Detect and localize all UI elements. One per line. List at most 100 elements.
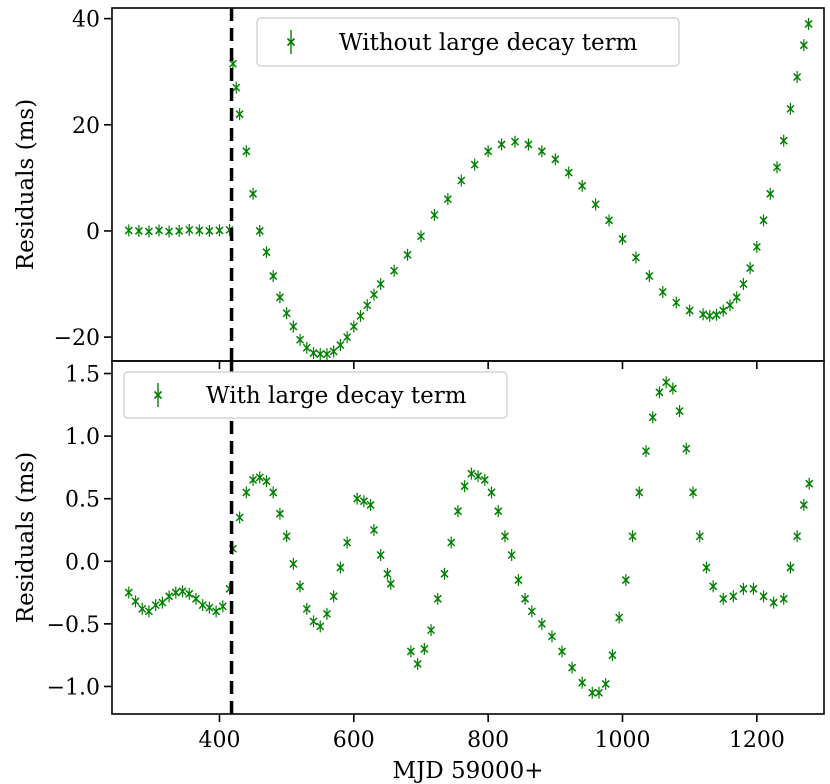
data-point [470,158,479,171]
data-point [460,480,469,493]
data-point [185,587,194,600]
data-point [416,230,426,243]
data-point [645,270,654,283]
data-point [262,246,271,259]
data-point [759,590,768,603]
data-point [195,224,204,237]
y-axis-label: Residuals (ms) [13,99,39,270]
data-point [131,595,140,608]
data-point [786,561,795,574]
data-point [198,599,207,612]
data-point [302,341,311,354]
series-points [124,376,814,699]
data-point [296,580,305,593]
data-point [269,486,278,499]
data-point [719,592,728,605]
data-point [487,486,496,499]
data-point [709,580,718,593]
plot-frame [111,360,825,715]
data-point [655,386,664,399]
data-point [275,507,284,520]
data-point [138,602,147,615]
data-point [558,645,567,658]
data-point [218,600,227,613]
data-point [413,657,422,670]
data-point [356,309,365,322]
data-point [390,264,399,277]
data-point [628,530,637,543]
data-point [507,549,516,562]
data-point [134,224,143,237]
data-point [249,473,258,486]
data-point [359,495,368,508]
data-point [695,530,704,543]
data-point [510,135,520,148]
legend-marker [153,383,163,407]
data-point [799,498,808,511]
data-point [804,17,813,30]
data-point [433,592,442,605]
data-point [275,291,284,304]
data-point [191,592,200,605]
data-point [591,198,600,211]
data-point [793,71,802,84]
data-point [322,348,331,361]
data-point [537,617,546,630]
data-point [343,536,352,549]
data-point [175,224,184,237]
data-point [658,285,667,298]
data-point [349,320,358,333]
data-point [386,577,395,590]
data-point [316,348,325,361]
y-tick-label: 0.0 [65,550,100,575]
data-point [779,134,788,147]
y-tick-label: 0.5 [65,488,100,513]
data-point [551,153,560,166]
data-point [500,530,509,543]
data-point [772,161,782,174]
data-point [688,486,698,499]
data-point [805,477,814,490]
x-tick-label: 600 [333,728,375,753]
data-point [329,590,338,603]
data-point [631,251,640,264]
data-point [799,39,808,52]
data-point [749,582,758,595]
data-point [729,590,738,603]
data-point [527,605,536,618]
data-point [242,145,251,158]
data-point [759,214,768,227]
data-point [430,209,439,222]
data-point [322,607,331,620]
data-point [144,225,153,238]
data-point [578,179,587,192]
data-point [205,601,214,614]
legend-box [123,371,508,419]
data-point [621,574,630,587]
data-point [605,214,614,227]
data-point [641,445,651,458]
data-point [739,278,748,291]
data-point [144,605,153,618]
data-point [165,590,174,603]
data-point [185,223,194,236]
legend-marker [286,30,296,54]
data-point [215,224,224,237]
data-point [752,240,761,253]
data-point [588,686,597,699]
data-point [524,138,533,151]
data-point [668,382,677,395]
data-point [601,677,610,690]
x-tick-label: 400 [198,728,240,753]
panel-2: −1.0 −0.5 0.0 0.5 1.0 1.5 400 600 800 1000 1200 Res… [13,360,825,784]
data-point [316,620,325,633]
data-point [484,145,493,158]
data-point [289,557,298,570]
data-point [289,320,298,333]
data-point [497,138,506,151]
data-point [635,486,644,499]
data-point [255,471,264,484]
data-point [369,288,378,301]
data-point [739,582,748,595]
